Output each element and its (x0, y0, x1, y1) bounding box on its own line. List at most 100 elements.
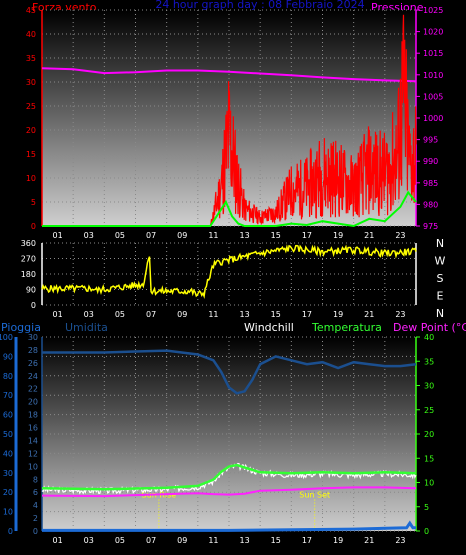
wind-direction-line (41, 244, 417, 300)
direction-tick-label: 0 (31, 301, 36, 310)
humidity-tick-label: 26 (28, 359, 38, 368)
temp-tick-label: 35 (424, 357, 434, 366)
pressure-tick-label: 1005 (423, 92, 443, 101)
dewpoint-line (41, 486, 417, 498)
humidity-tick-label: 4 (33, 501, 38, 510)
direction-tick-label: 360 (21, 239, 36, 248)
hour-tick-label: 07 (146, 536, 156, 545)
wind-tick-label: 10 (26, 174, 36, 183)
rain-tick-label: 10 (3, 508, 13, 517)
hour-tick-label: 05 (115, 231, 125, 240)
direction-tick-label: 90 (26, 286, 36, 295)
hour-tick-label: 17 (302, 310, 312, 319)
hour-tick-label: 03 (84, 536, 94, 545)
hour-tick-label: 15 (271, 310, 281, 319)
hour-tick-label: 21 (364, 536, 374, 545)
hour-tick-label: 07 (146, 310, 156, 319)
pressure-tick-label: 1025 (423, 6, 443, 15)
compass-label: N (436, 307, 444, 320)
temp-tick-label: 0 (424, 527, 429, 536)
hour-tick-label: 01 (52, 310, 62, 319)
hour-tick-label: 13 (239, 231, 249, 240)
compass-label: S (437, 272, 444, 285)
wind-tick-label: 30 (26, 78, 36, 87)
temp-tick-label: 10 (424, 479, 434, 488)
hour-tick-label: 09 (177, 231, 187, 240)
humidity-tick-label: 18 (28, 411, 38, 420)
humidity-tick-label: 22 (28, 385, 38, 394)
humidity-tick-label: 2 (33, 514, 38, 523)
hour-tick-label: 23 (395, 231, 405, 240)
wind-tick-label: 0 (31, 222, 36, 231)
temperature-line (41, 463, 417, 491)
rain-line (42, 520, 416, 532)
pressure-tick-label: 990 (423, 157, 438, 166)
hour-tick-label: 17 (302, 231, 312, 240)
temp-tick-label: 15 (424, 454, 434, 463)
hour-tick-label: 19 (333, 231, 343, 240)
hour-tick-label: 11 (208, 536, 218, 545)
humidity-tick-label: 16 (28, 424, 38, 433)
sunset-label: Sun Set (299, 490, 330, 499)
wind-tick-label: 25 (26, 102, 36, 111)
humidity-axis-label: Umidita (65, 321, 108, 334)
humidity-tick-label: 6 (33, 488, 38, 497)
hour-tick-label: 17 (302, 536, 312, 545)
rain-tick-label: 70 (3, 391, 13, 400)
hour-tick-label: 03 (84, 310, 94, 319)
hour-tick-label: 21 (364, 231, 374, 240)
rain-tick-label: 40 (3, 449, 13, 458)
hour-tick-label: 13 (239, 310, 249, 319)
pressure-tick-label: 975 (423, 222, 438, 231)
dewpoint-legend: Dew Point (°C) (393, 321, 466, 334)
rain-tick-label: 20 (3, 488, 13, 497)
wind-tick-label: 5 (31, 198, 36, 207)
rain-tick-label: 60 (3, 411, 13, 420)
hour-tick-label: 09 (177, 536, 187, 545)
hour-tick-label: 19 (333, 536, 343, 545)
hour-tick-label: 05 (115, 536, 125, 545)
hour-tick-label: 05 (115, 310, 125, 319)
rain-axis-label: Pioggia (1, 321, 41, 334)
pressure-tick-label: 1000 (423, 114, 443, 123)
wind-tick-label: 15 (26, 150, 36, 159)
hour-tick-label: 15 (271, 231, 281, 240)
pressure-tick-label: 995 (423, 136, 438, 145)
pressure-tick-label: 1015 (423, 49, 443, 58)
direction-tick-label: 270 (21, 255, 36, 264)
humidity-tick-label: 30 (28, 333, 38, 342)
hour-tick-label: 21 (364, 310, 374, 319)
pressure-tick-label: 985 (423, 179, 438, 188)
pressure-tick-label: 1010 (423, 71, 443, 80)
plot-area-2 (42, 243, 416, 305)
temp-tick-label: 30 (424, 382, 434, 391)
hour-tick-label: 07 (146, 231, 156, 240)
humidity-line (42, 349, 417, 395)
hour-tick-label: 11 (208, 310, 218, 319)
rain-tick-label: 50 (3, 430, 13, 439)
wind-tick-label: 35 (26, 54, 36, 63)
direction-tick-label: 180 (21, 270, 36, 279)
temp-tick-label: 25 (424, 406, 434, 415)
hour-tick-label: 03 (84, 231, 94, 240)
windchill-legend: Windchill (244, 321, 294, 334)
humidity-tick-label: 20 (28, 398, 38, 407)
pressure-tick-label: 980 (423, 200, 438, 209)
pressure-tick-label: 1020 (423, 28, 443, 37)
hour-tick-label: 23 (395, 536, 405, 545)
humidity-tick-label: 12 (28, 449, 38, 458)
hour-tick-label: 19 (333, 310, 343, 319)
humidity-tick-label: 24 (28, 372, 38, 381)
hour-tick-label: 13 (239, 536, 249, 545)
humidity-tick-label: 14 (28, 436, 38, 445)
humidity-tick-label: 8 (33, 475, 38, 484)
hour-tick-label: 01 (52, 231, 62, 240)
pressure-line (41, 67, 417, 83)
hour-tick-label: 23 (395, 310, 405, 319)
rain-tick-label: 100 (0, 333, 13, 342)
temp-tick-label: 20 (424, 430, 434, 439)
rain-tick-label: 30 (3, 469, 13, 478)
chart-title: 24 hour graph day : 08 Febbraio 2024 (155, 0, 364, 11)
wind-tick-label: 20 (26, 126, 36, 135)
hour-tick-label: 15 (271, 536, 281, 545)
